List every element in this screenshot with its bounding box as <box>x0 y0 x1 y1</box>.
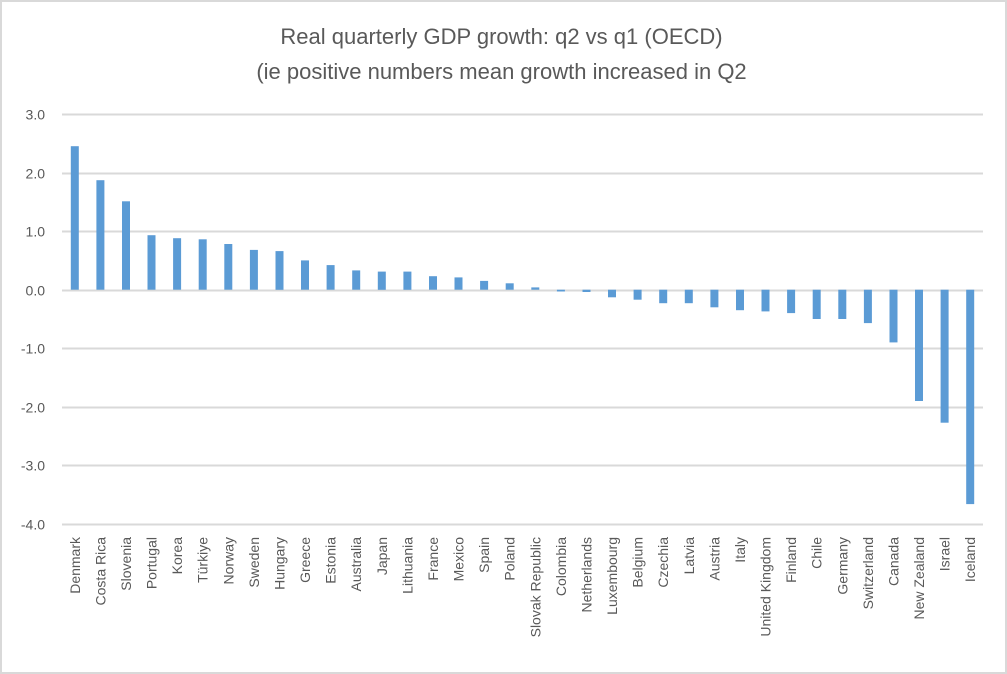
x-category-label: Iceland <box>962 537 978 582</box>
x-category-label: Colombia <box>553 537 569 596</box>
bar <box>249 249 258 290</box>
x-category-label: Korea <box>169 537 185 575</box>
x-category-label: Japan <box>374 537 390 575</box>
bar <box>173 238 182 290</box>
bar <box>531 287 540 290</box>
x-category-label: Costa Rica <box>92 537 108 606</box>
x-category-label: Spain <box>476 537 492 573</box>
y-tick-label: 0.0 <box>26 283 46 299</box>
bar <box>633 289 642 300</box>
x-category-label: Hungary <box>272 537 288 590</box>
bar <box>352 270 361 290</box>
bar <box>505 283 514 290</box>
x-category-label: Austria <box>706 537 722 581</box>
x-category-label: Denmark <box>67 536 83 594</box>
x-category-label: Latvia <box>681 537 697 575</box>
bar <box>761 289 770 312</box>
chart-subtitle: (ie positive numbers mean growth increas… <box>256 59 747 84</box>
x-category-label: Chile <box>809 537 825 569</box>
y-tick-label: -2.0 <box>21 400 45 416</box>
bar <box>787 289 796 314</box>
bar <box>710 289 719 308</box>
x-category-label: Netherlands <box>579 537 595 613</box>
bar <box>454 277 463 290</box>
x-category-label: Luxembourg <box>604 537 620 615</box>
bar <box>684 289 693 304</box>
x-category-label: Türkiye <box>195 537 211 583</box>
gridlines <box>62 113 983 526</box>
x-category-label: Australia <box>348 537 364 592</box>
x-category-label: Switzerland <box>860 537 876 609</box>
bar <box>147 235 156 290</box>
y-tick-label: 1.0 <box>26 224 46 240</box>
x-category-label: Belgium <box>630 537 646 588</box>
x-category-label: Greece <box>297 537 313 583</box>
x-category-label: Norway <box>220 537 236 584</box>
bar <box>70 146 79 290</box>
y-tick-label: -1.0 <box>21 341 45 357</box>
bar <box>889 289 898 343</box>
x-category-label: United Kingdom <box>758 537 774 637</box>
x-category-label: Sweden <box>246 537 262 588</box>
x-category-label: Poland <box>502 537 518 581</box>
x-category-label: New Zealand <box>911 537 927 620</box>
y-tick-label: 2.0 <box>26 166 46 182</box>
bar <box>480 280 489 290</box>
bar <box>224 244 233 290</box>
x-category-label: Israel <box>937 537 953 571</box>
bar <box>736 289 744 311</box>
x-category-label: Lithuania <box>399 537 415 594</box>
y-tick-label: -4.0 <box>21 517 45 533</box>
bar <box>301 260 309 290</box>
bar <box>326 265 335 290</box>
bar <box>198 239 207 290</box>
bar <box>429 276 437 290</box>
bar <box>966 289 975 505</box>
bar <box>122 201 130 290</box>
x-category-label: Slovak Republic <box>527 537 543 637</box>
x-category-label: Germany <box>834 537 850 595</box>
chart-title: Real quarterly GDP growth: q2 vs q1 (OEC… <box>280 24 723 49</box>
x-category-label: Italy <box>732 537 748 563</box>
bars <box>70 146 975 505</box>
x-category-label: Finland <box>783 537 799 583</box>
x-category-label: Estonia <box>323 537 339 584</box>
bar <box>915 289 923 401</box>
bar <box>403 271 412 290</box>
bar <box>608 289 616 298</box>
x-category-label: Canada <box>886 537 902 586</box>
x-category-label: Slovenia <box>118 537 134 591</box>
bar <box>863 289 872 324</box>
bar <box>556 289 565 292</box>
bar <box>377 271 386 290</box>
bar <box>812 289 821 319</box>
x-axis-category-labels: Denmark Costa Rica Slovenia Portugal Korea Tü… <box>67 536 978 637</box>
x-category-label: Mexico <box>451 537 467 582</box>
y-tick-label: -3.0 <box>21 458 45 474</box>
x-category-label: Czechia <box>655 537 671 588</box>
bar <box>275 251 284 290</box>
bar <box>96 180 105 290</box>
y-axis-tick-labels: 3.0 2.0 1.0 0.0 -1.0 -2.0 -3.0 -4.0 <box>21 107 45 533</box>
x-category-label: Portugal <box>144 537 160 589</box>
bar <box>659 289 668 304</box>
y-tick-label: 3.0 <box>26 107 46 123</box>
bar <box>838 289 847 319</box>
bar <box>582 289 591 292</box>
bar <box>940 289 949 423</box>
x-category-label: France <box>425 537 441 581</box>
